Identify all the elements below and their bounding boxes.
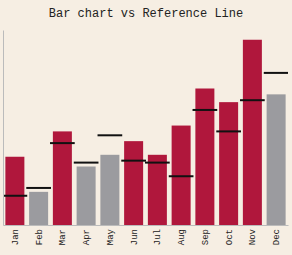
- x-tick-label: Feb: [35, 229, 45, 245]
- x-tick: Jan: [11, 225, 21, 245]
- bar: [243, 40, 262, 225]
- x-tick-label: Mar: [58, 229, 68, 245]
- x-tick-label: Jun: [130, 229, 140, 245]
- x-tick-label: Apr: [82, 229, 92, 245]
- x-tick-label: Aug: [177, 229, 187, 245]
- reference-line: [26, 187, 51, 189]
- x-tick: Nov: [248, 225, 258, 245]
- x-tick: Feb: [35, 225, 45, 245]
- x-axis-line: [4, 225, 289, 226]
- x-tick-label: Nov: [248, 228, 258, 245]
- title: Bar chart vs Reference Line: [49, 7, 243, 21]
- x-tick-label: Jan: [11, 229, 21, 245]
- x-tick: Dec: [272, 225, 282, 245]
- chart: Bar chart vs Reference Line Jan Feb Mar Apr M…: [0, 0, 292, 255]
- x-tick: Jul: [153, 225, 163, 245]
- y-axis-line: [3, 31, 4, 226]
- x-tick: Jun: [130, 225, 140, 245]
- bar: [267, 94, 286, 225]
- x-tick: May: [106, 225, 116, 245]
- x-tick: Apr: [82, 225, 92, 245]
- reference-line: [240, 99, 265, 101]
- x-tick: Sep: [201, 225, 211, 245]
- x-tick: Oct: [225, 225, 235, 245]
- bar: [100, 155, 119, 225]
- reference-line: [193, 109, 218, 111]
- plot: Jan Feb Mar Apr May Jun Jul Aug Sep Oct Nov Dec: [3, 31, 289, 246]
- x-tick-label: Sep: [201, 229, 211, 245]
- x-tick: Aug: [177, 225, 187, 245]
- reference-line: [216, 130, 241, 132]
- background: [0, 0, 292, 255]
- reference-line: [50, 142, 75, 144]
- bar: [148, 155, 167, 225]
- y-axis: [3, 31, 4, 226]
- bar: [29, 192, 48, 225]
- x-tick-label: May: [106, 228, 116, 245]
- marks: [3, 40, 288, 225]
- reference-line: [169, 175, 194, 177]
- x-tick: Mar: [58, 225, 68, 245]
- x-tick-label: Jul: [153, 229, 163, 245]
- reference-line: [264, 72, 288, 74]
- bar: [219, 102, 238, 225]
- x-axis: Jan Feb Mar Apr May Jun Jul Aug Sep Oct Nov Dec: [4, 225, 289, 245]
- bar: [77, 167, 96, 226]
- bar: [53, 131, 72, 225]
- reference-line: [145, 162, 170, 164]
- reference-line: [98, 134, 123, 136]
- reference-line: [74, 162, 99, 164]
- reference-line: [3, 195, 27, 197]
- bar: [5, 157, 24, 225]
- bar: [124, 141, 143, 225]
- x-tick-label: Oct: [225, 229, 235, 245]
- reference-line: [121, 160, 146, 162]
- x-tick-label: Dec: [272, 229, 282, 245]
